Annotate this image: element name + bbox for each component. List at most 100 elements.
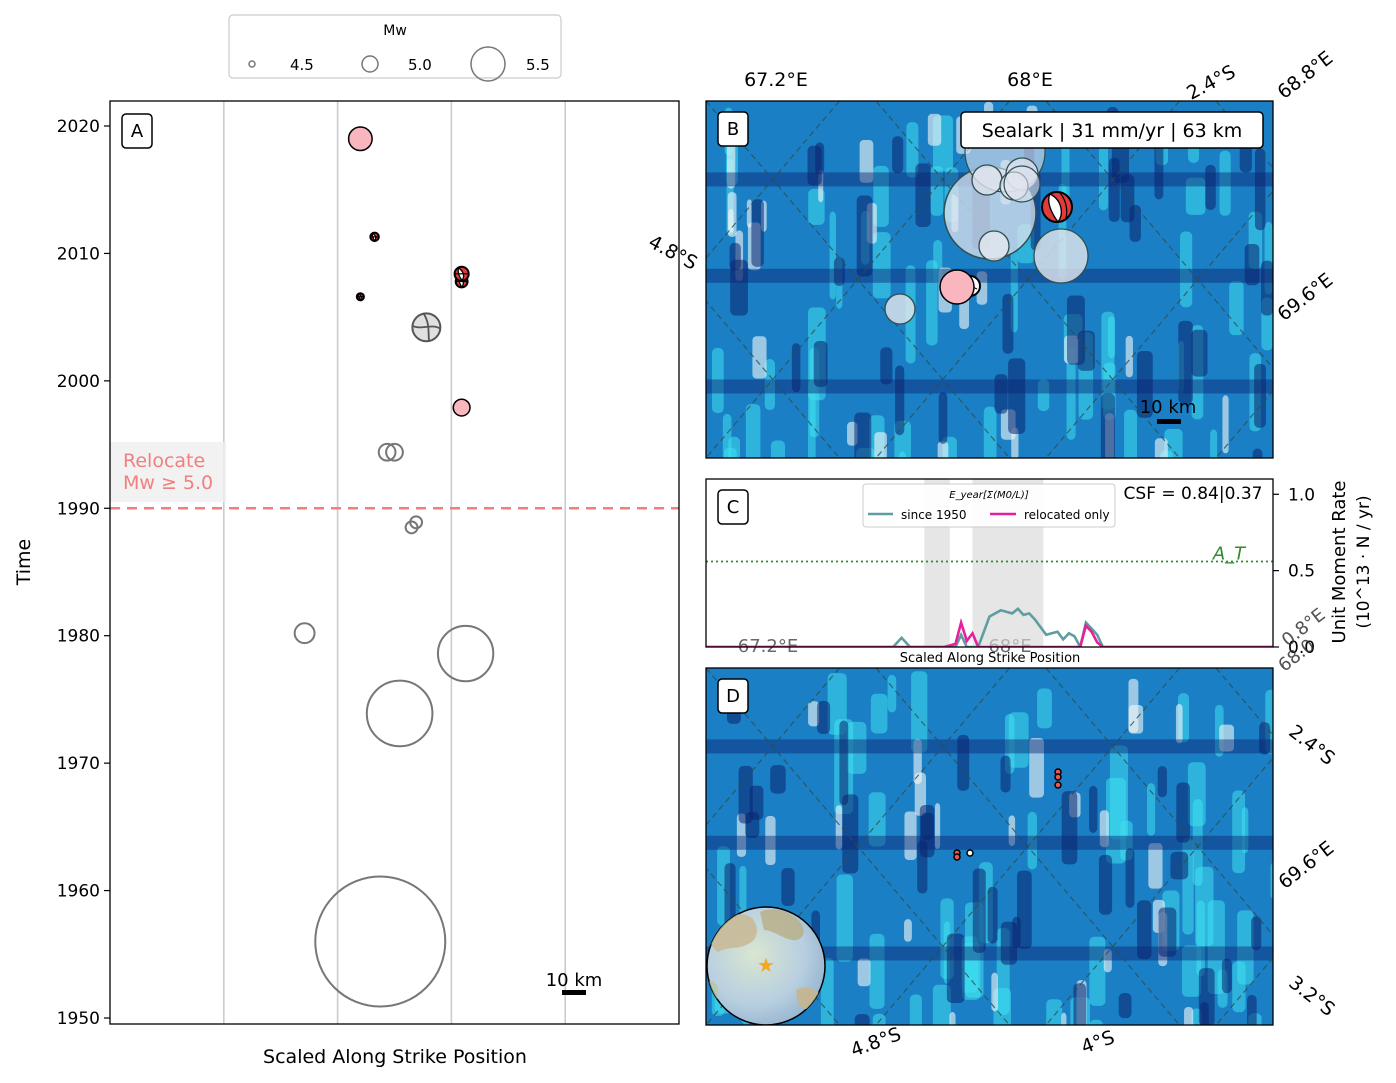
panel-a-frame <box>109 100 680 1025</box>
terrain-trough <box>1191 329 1208 377</box>
panel-d-lat-label: 4.8°S <box>848 1023 904 1061</box>
terrain-trough <box>1254 148 1266 231</box>
terrain-ridge <box>1046 999 1063 1025</box>
relocate-threshold-label: Mw ≥ 5.0 <box>123 472 213 494</box>
terrain-highlight <box>976 271 988 305</box>
terrain-trough <box>1170 851 1189 880</box>
terrain-trough <box>842 794 859 874</box>
legend-frame <box>228 14 562 79</box>
panel-b-letter: B <box>727 119 739 140</box>
panel-d-frame <box>705 667 1274 1026</box>
y-tick-label: 2000 <box>57 372 100 392</box>
panel-b-info-box <box>960 111 1264 149</box>
panel-c-ylabel: Unit Moment Rate <box>1329 481 1350 644</box>
terrain-band <box>706 739 1273 754</box>
terrain-trough <box>1254 363 1266 428</box>
y-tick-label: 1950 <box>57 1009 100 1029</box>
graticule-line <box>366 101 669 458</box>
legend-label-45: 4.5 <box>290 56 314 74</box>
terrain-trough <box>1118 992 1132 1019</box>
panel-d-events <box>953 768 1062 861</box>
graticule-line <box>706 300 840 458</box>
map-event <box>884 293 916 325</box>
terrain-trough <box>1098 854 1113 915</box>
event-beachball <box>355 292 365 302</box>
event-catalog <box>377 442 397 462</box>
terrain-ridge <box>1232 790 1246 874</box>
panel-c-letter-box <box>717 489 749 525</box>
terrain-trough <box>730 259 748 316</box>
terrain-ridge <box>1237 910 1254 985</box>
panel-c-legend-since: since 1950 <box>901 508 967 522</box>
terrain-highlight <box>1154 438 1168 458</box>
terrain-band <box>706 268 1273 283</box>
terrain-ridge <box>724 447 737 458</box>
panel-d-lat-label: 3.2°S <box>1285 972 1339 1021</box>
map-event <box>1033 228 1089 284</box>
terrain-trough <box>833 257 845 286</box>
panel-c-legend <box>862 483 1116 528</box>
panel-b-scalebar <box>1157 419 1181 424</box>
terrain-highlight <box>991 972 998 1012</box>
terrain-trough <box>1073 983 1087 1025</box>
globe-inset: ★ <box>706 906 826 1025</box>
terrain-highlight <box>752 336 767 379</box>
terrain-trough <box>1259 722 1271 755</box>
legend-marker-large <box>470 46 506 82</box>
graticule-line <box>1215 957 1273 1025</box>
panel-c-legend-title: E_year[Σ(M0/L)] <box>949 490 1029 501</box>
graticule-line <box>1386 668 1396 1025</box>
panel-a: Relocate Mw ≥ 5.0 1950 1960 1970 1980 1990 20… <box>13 100 680 1068</box>
terrain-trough <box>854 1014 870 1025</box>
terrain-highlight <box>904 811 917 861</box>
terrain-ridge <box>870 693 888 734</box>
terrain-ridge <box>906 122 919 178</box>
graticule-line <box>196 668 499 1025</box>
terrain-ridge <box>1008 712 1029 768</box>
terrain-highlight <box>1184 1006 1194 1025</box>
map-event <box>1003 165 1041 203</box>
y-tick-label: 1980 <box>57 627 100 647</box>
event-catalog <box>365 679 434 748</box>
terrain-trough <box>1100 393 1115 458</box>
panel-c-threshold-label: A_T <box>1212 543 1247 564</box>
event-catalog <box>436 624 495 683</box>
terrain-ridge <box>887 674 897 713</box>
event-beachball <box>453 265 470 282</box>
terrain-trough <box>1137 900 1152 960</box>
map-event <box>971 164 1003 196</box>
panel-d-letter-box <box>717 678 749 714</box>
terrain-trough <box>1089 785 1098 833</box>
terrain-ridge <box>909 994 922 1025</box>
panel-c: 67.2°E 68°E 0.00.51.0 C E_year[Σ(M0/L)] … <box>705 478 1374 676</box>
panel-c-xlabel: Scaled Along Strike Position <box>900 651 1081 666</box>
terrain-trough <box>1221 958 1232 994</box>
panel-d: ★ D 2.4°S 69.6°E 3.2°S 4.8°S 4°S <box>26 667 1396 1062</box>
map-beachball <box>1041 191 1073 224</box>
terrain-trough <box>1066 295 1085 365</box>
terrain-trough <box>738 765 753 824</box>
legend-label-50: 5.0 <box>408 56 432 74</box>
graticule-line <box>26 668 329 1025</box>
panel-c-letter: C <box>727 497 740 518</box>
panel-b-frame <box>705 100 1274 459</box>
terrain-highlight <box>1103 948 1112 973</box>
panel-b: B Sealark | 31 mm/yr | 63 km 10 km 67.2°… <box>366 47 1337 459</box>
graticule-line <box>196 668 499 1025</box>
terrain-ridge <box>1219 150 1231 216</box>
panel-c-yaxis: 0.0 0.5 1.0 <box>1273 485 1315 658</box>
panel-b-lon-label: 67.2°E <box>744 69 808 91</box>
panel-b-lat-label: 2.4°S <box>1183 61 1239 105</box>
terrain-highlight <box>1061 1012 1067 1025</box>
event-relocated <box>452 398 471 417</box>
terrain-trough <box>1247 994 1257 1025</box>
terrain-highlight <box>934 803 941 850</box>
graticule-line <box>875 101 1180 458</box>
terrain-trough <box>917 840 928 894</box>
terrain-ridge <box>1179 231 1193 308</box>
terrain-trough <box>1002 293 1014 354</box>
terrain-ridge <box>846 721 867 774</box>
y-tick-label: 1960 <box>57 882 100 902</box>
event-beachball <box>411 312 442 343</box>
terrain-ridge <box>1089 936 1106 1006</box>
